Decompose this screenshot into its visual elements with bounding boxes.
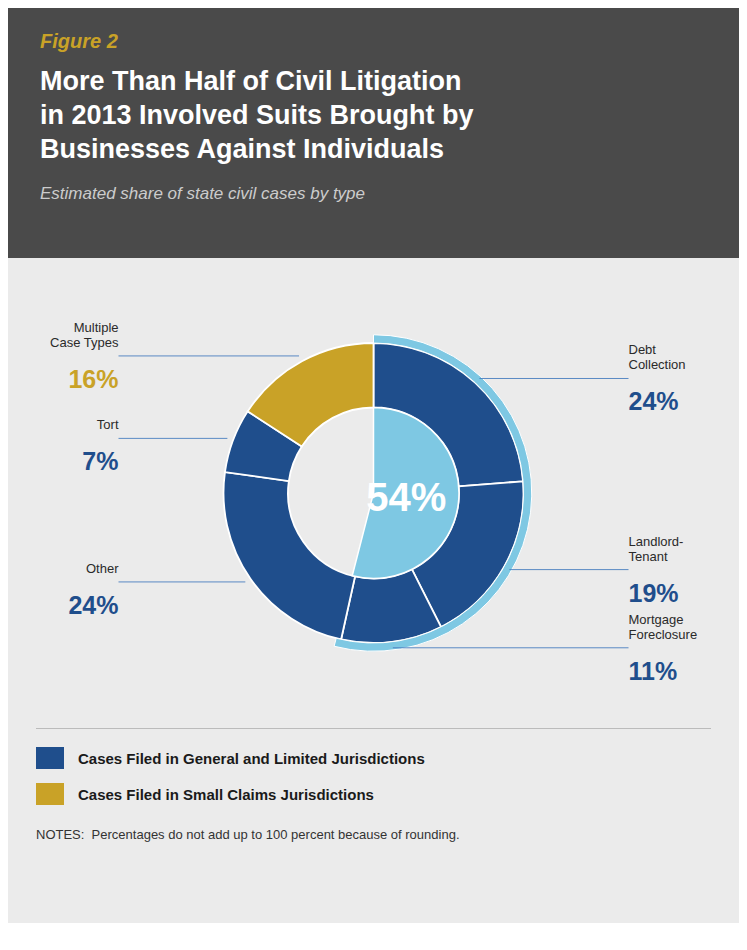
html-text:Cases Filed in Small Claims Ju: Cases Filed in Small Claims Jurisdiction… xyxy=(78,785,374,803)
svg-text:19%: 19% xyxy=(629,579,679,607)
html-text:More Than Half of Civil Litiga: More Than Half of Civil Litigation in 20… xyxy=(40,66,474,164)
svg-text:54%: 54% xyxy=(366,475,446,519)
html-text:Estimated share of state civil: Estimated share of state civil cases by … xyxy=(40,184,365,204)
svg-text:24%: 24% xyxy=(68,591,118,619)
svg-text:11%: 11% xyxy=(629,657,678,685)
svg-text:24%: 24% xyxy=(629,387,679,415)
svg-text:MultipleCase Types: MultipleCase Types xyxy=(50,320,119,350)
svg-text:Other: Other xyxy=(86,561,119,576)
svg-text:DebtCollection: DebtCollection xyxy=(629,342,686,372)
html-text:NOTES: Percentages do not add: NOTES: Percentages do not add up to 100 … xyxy=(36,827,460,842)
html-text:Figure 2: Figure 2 xyxy=(40,30,118,52)
svg-text:MortgageForeclosure: MortgageForeclosure xyxy=(629,612,698,642)
svg-text:Tort: Tort xyxy=(97,417,119,432)
svg-text:16%: 16% xyxy=(68,365,118,393)
svg-text:7%: 7% xyxy=(82,447,118,475)
svg-text:Landlord-Tenant: Landlord-Tenant xyxy=(629,534,684,564)
html-text:Cases Filed in General and Lim: Cases Filed in General and Limited Juris… xyxy=(78,749,425,767)
